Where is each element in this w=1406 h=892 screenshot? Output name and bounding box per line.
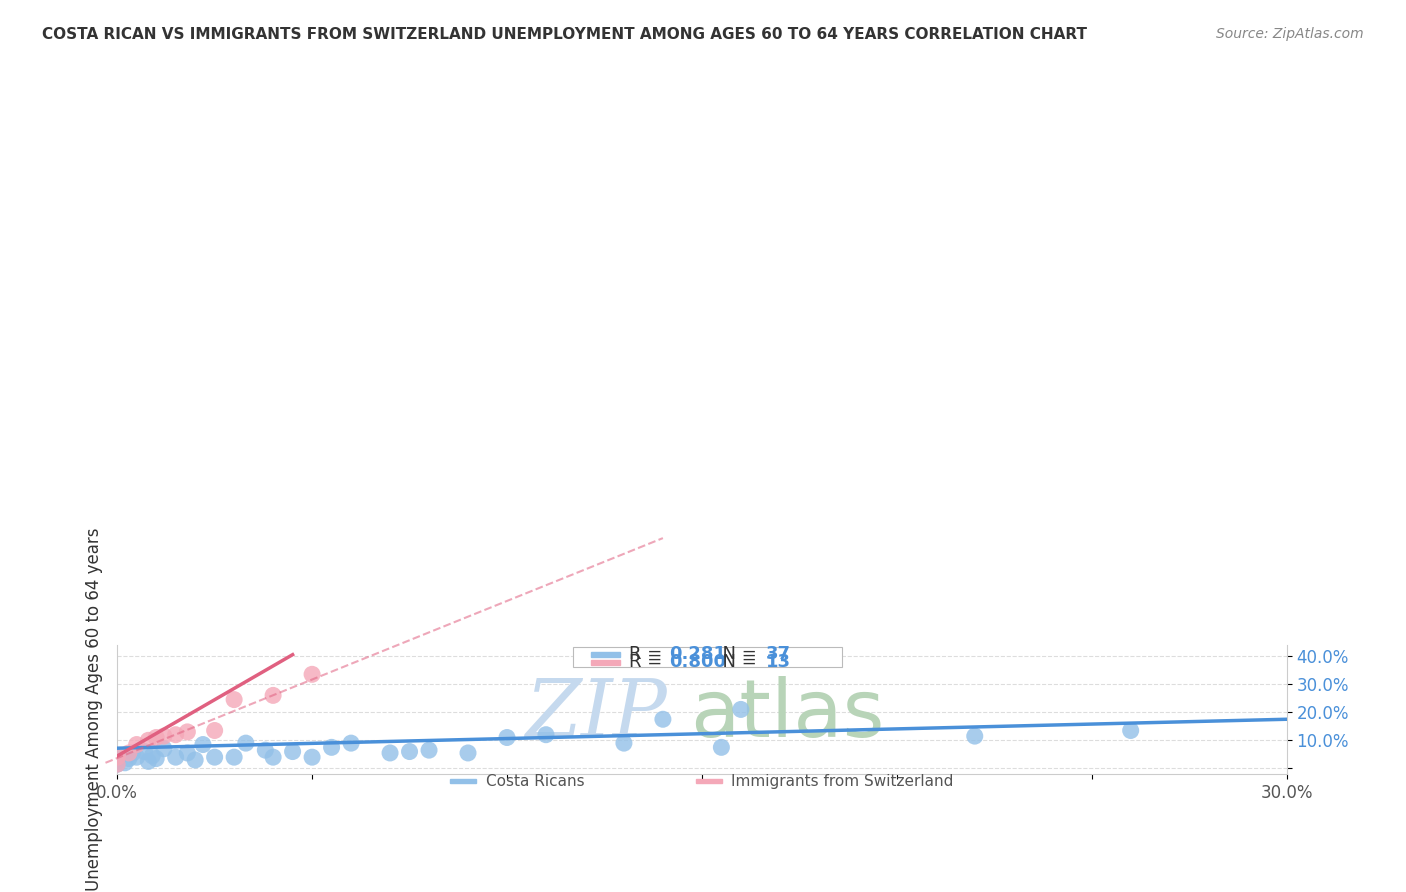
Point bbox=[301, 750, 323, 764]
Point bbox=[301, 667, 323, 681]
Point bbox=[281, 745, 304, 759]
Point bbox=[496, 731, 519, 745]
Point bbox=[125, 738, 148, 752]
Point bbox=[340, 736, 363, 750]
FancyBboxPatch shape bbox=[591, 660, 620, 665]
Point bbox=[418, 743, 440, 757]
Point bbox=[105, 757, 128, 772]
Point bbox=[184, 753, 207, 767]
Text: Source: ZipAtlas.com: Source: ZipAtlas.com bbox=[1216, 27, 1364, 41]
Text: atlas: atlas bbox=[690, 675, 884, 754]
Point bbox=[204, 750, 226, 764]
Point bbox=[165, 728, 187, 742]
Point bbox=[191, 738, 214, 752]
Point bbox=[710, 740, 733, 755]
Point bbox=[204, 723, 226, 738]
Point bbox=[176, 746, 198, 760]
Point bbox=[235, 736, 257, 750]
Text: R =: R = bbox=[630, 645, 668, 663]
Point bbox=[963, 729, 986, 743]
Text: Immigrants from Switzerland: Immigrants from Switzerland bbox=[731, 773, 953, 789]
Point bbox=[105, 750, 128, 764]
Text: N =: N = bbox=[711, 645, 762, 663]
Point bbox=[224, 750, 246, 764]
Point bbox=[534, 728, 557, 742]
Text: R =: R = bbox=[630, 653, 668, 672]
Point bbox=[114, 756, 136, 770]
Point bbox=[138, 733, 160, 747]
FancyBboxPatch shape bbox=[591, 652, 620, 657]
FancyBboxPatch shape bbox=[450, 780, 477, 783]
Text: 0.281: 0.281 bbox=[669, 645, 725, 663]
Point bbox=[153, 729, 176, 743]
Point bbox=[165, 750, 187, 764]
Point bbox=[134, 745, 156, 759]
Point bbox=[613, 736, 636, 750]
Point bbox=[118, 751, 141, 765]
Point bbox=[262, 689, 284, 703]
Text: 0.800: 0.800 bbox=[669, 653, 725, 672]
Point bbox=[730, 702, 752, 716]
Text: 13: 13 bbox=[766, 653, 792, 672]
Y-axis label: Unemployment Among Ages 60 to 64 years: Unemployment Among Ages 60 to 64 years bbox=[86, 528, 103, 891]
Text: ZIP: ZIP bbox=[524, 676, 666, 754]
Point bbox=[262, 750, 284, 764]
Point bbox=[651, 712, 673, 726]
Point bbox=[105, 757, 128, 772]
Point bbox=[105, 755, 128, 769]
Point bbox=[378, 746, 401, 760]
Point bbox=[138, 755, 160, 769]
Text: N =: N = bbox=[711, 653, 762, 672]
Point bbox=[1119, 723, 1142, 738]
Point bbox=[321, 740, 343, 755]
Point bbox=[145, 751, 167, 765]
FancyBboxPatch shape bbox=[574, 647, 842, 667]
Point bbox=[118, 746, 141, 760]
Point bbox=[105, 750, 128, 764]
Point bbox=[457, 746, 479, 760]
Point bbox=[125, 750, 148, 764]
Point bbox=[121, 746, 143, 760]
FancyBboxPatch shape bbox=[696, 780, 721, 783]
Point bbox=[145, 731, 167, 745]
Point bbox=[398, 745, 420, 759]
Point bbox=[153, 741, 176, 756]
Point bbox=[176, 725, 198, 739]
Text: COSTA RICAN VS IMMIGRANTS FROM SWITZERLAND UNEMPLOYMENT AMONG AGES 60 TO 64 YEAR: COSTA RICAN VS IMMIGRANTS FROM SWITZERLA… bbox=[42, 27, 1087, 42]
Point bbox=[141, 748, 163, 763]
Text: Costa Ricans: Costa Ricans bbox=[485, 773, 583, 789]
Point bbox=[224, 692, 246, 706]
Point bbox=[254, 743, 277, 757]
Text: 37: 37 bbox=[766, 645, 792, 663]
